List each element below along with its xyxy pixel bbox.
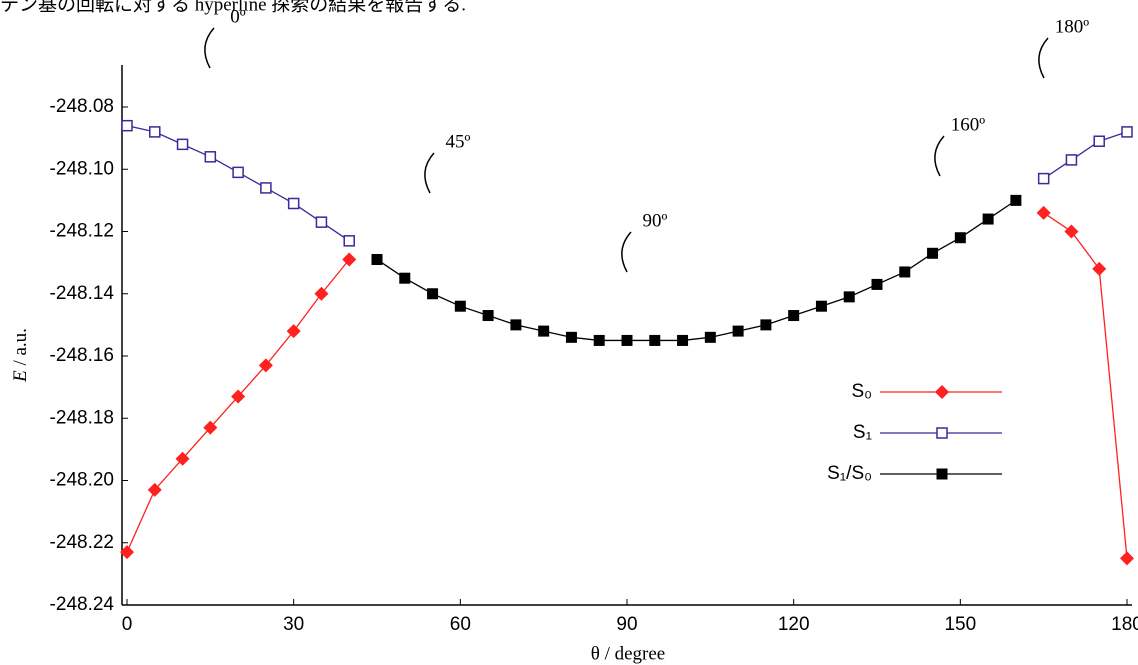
- data-point: [1064, 225, 1078, 239]
- rotation-arrow: [622, 232, 631, 272]
- data-point: [511, 320, 521, 330]
- data-point: [678, 335, 688, 345]
- series: [372, 195, 1021, 345]
- data-point: [205, 152, 215, 162]
- y-tick-label: -248.08: [50, 96, 114, 117]
- data-point: [1120, 551, 1134, 565]
- data-point: [566, 332, 576, 342]
- data-point: [372, 255, 382, 265]
- x-tick-label: 30: [283, 614, 304, 635]
- data-point: [1011, 195, 1021, 205]
- legend-label: S₁: [853, 422, 872, 443]
- series-line: [127, 213, 1127, 558]
- legend-marker: [937, 469, 947, 479]
- data-point: [539, 326, 549, 336]
- data-point: [622, 335, 632, 345]
- rotation-arrow: [205, 28, 214, 68]
- data-point: [928, 248, 938, 258]
- data-point: [233, 167, 243, 177]
- data-point: [1122, 127, 1132, 137]
- data-point: [816, 301, 826, 311]
- data-point: [342, 253, 356, 267]
- legend-label: S₁/S₀: [827, 463, 872, 484]
- x-tick-label: 120: [778, 614, 810, 635]
- legend-marker: [937, 428, 947, 438]
- data-point: [261, 183, 271, 193]
- y-tick-label: -248.22: [50, 532, 114, 553]
- data-point: [289, 198, 299, 208]
- y-tick-label: -248.18: [50, 407, 114, 428]
- y-axis-label-text: E / a.u.: [10, 328, 31, 383]
- angle-label: 180º: [1055, 16, 1090, 37]
- legend-marker: [935, 385, 949, 399]
- data-point: [314, 287, 328, 301]
- data-point: [1037, 206, 1051, 220]
- x-axis-label: θ / degree: [591, 643, 666, 664]
- y-axis-label: E / a.u.: [10, 328, 31, 383]
- series: [120, 206, 1134, 565]
- rotation-arrow: [1039, 38, 1048, 78]
- data-point: [844, 292, 854, 302]
- angle-label: 0º: [230, 6, 246, 27]
- data-point: [178, 139, 188, 149]
- data-point: [483, 311, 493, 321]
- series: [122, 121, 1132, 246]
- data-point: [344, 236, 354, 246]
- series-line: [127, 126, 1127, 241]
- x-tick-label: 60: [450, 614, 471, 635]
- data-point: [122, 121, 132, 131]
- x-tick-label: 0: [122, 614, 133, 635]
- y-tick-label: -248.10: [50, 158, 114, 179]
- data-point: [900, 267, 910, 277]
- data-point: [150, 127, 160, 137]
- data-point: [983, 214, 993, 224]
- data-point: [789, 311, 799, 321]
- data-point: [1039, 174, 1049, 184]
- data-point: [761, 320, 771, 330]
- angle-label: 160º: [951, 114, 986, 135]
- data-point: [872, 279, 882, 289]
- data-point: [455, 301, 465, 311]
- rotation-arrow: [935, 136, 944, 176]
- data-point: [287, 324, 301, 338]
- y-label-e: E: [10, 370, 31, 383]
- legend-label: S₀: [851, 381, 872, 402]
- data-point: [316, 217, 326, 227]
- x-tick-label: 90: [616, 614, 637, 635]
- series-line: [377, 200, 1016, 340]
- chart: テン基の回転に対する hyperline 探索の結果を報告する. θ / deg…: [0, 0, 1138, 665]
- data-point: [1092, 262, 1106, 276]
- y-tick-label: -248.12: [50, 221, 114, 242]
- x-tick-label: 150: [944, 614, 976, 635]
- data-point: [733, 326, 743, 336]
- y-tick-label: -248.24: [50, 594, 115, 615]
- y-tick-label: -248.14: [50, 283, 115, 304]
- y-tick-label: -248.16: [50, 345, 114, 366]
- x-tick-label: 180: [1111, 614, 1138, 635]
- data-point: [1094, 136, 1104, 146]
- data-point: [428, 289, 438, 299]
- data-point: [650, 335, 660, 345]
- data-point: [400, 273, 410, 283]
- data-point: [594, 335, 604, 345]
- data-point: [1066, 155, 1076, 165]
- rotation-arrow: [425, 153, 434, 193]
- data-point: [705, 332, 715, 342]
- y-label-unit: / a.u.: [10, 328, 31, 370]
- data-point: [955, 233, 965, 243]
- angle-label: 90º: [643, 210, 668, 231]
- angle-label: 45º: [446, 131, 471, 152]
- y-tick-label: -248.20: [50, 470, 114, 491]
